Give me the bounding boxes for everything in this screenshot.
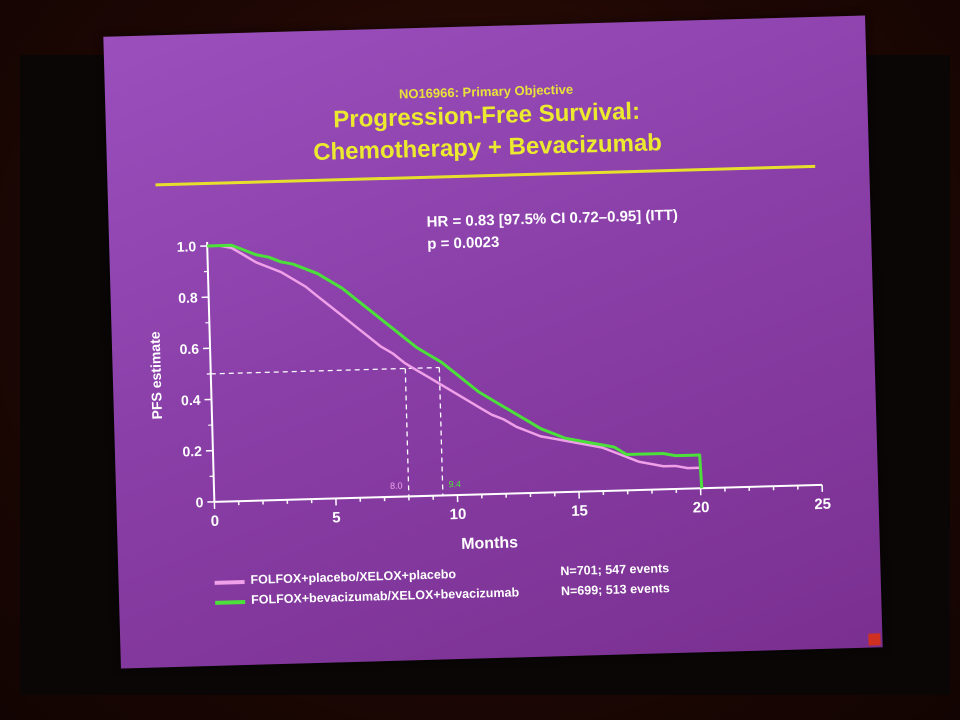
median-drop-line xyxy=(404,368,410,497)
survival-curve-bevacizumab xyxy=(207,243,704,489)
survival-curve-placebo xyxy=(207,244,701,470)
y-tick-label: 0.4 xyxy=(181,392,201,409)
x-tick-label: 0 xyxy=(210,513,219,530)
x-tick-label: 5 xyxy=(332,509,341,526)
x-tick-label: 25 xyxy=(814,496,831,513)
median-drop-line xyxy=(438,367,444,496)
x-tick-label: 20 xyxy=(693,499,710,516)
y-tick-label: 0.2 xyxy=(182,443,202,460)
y-axis-title: PFS estimate xyxy=(147,331,165,420)
median-label: 9.4 xyxy=(448,479,461,489)
legend-swatch-bevacizumab xyxy=(215,600,246,605)
x-axis-title: Months xyxy=(461,534,518,553)
median-label: 8.0 xyxy=(390,481,403,491)
legend-swatch-placebo xyxy=(214,580,245,585)
x-tick-label: 15 xyxy=(571,502,588,519)
p-value-text: p = 0.0023 xyxy=(427,233,500,253)
pfs-chart: 0 5 10 15 20 25 0 0.2 0.4 0.6 0.8 1.0 Months PFS esti… xyxy=(147,238,832,553)
y-tick-label: 1.0 xyxy=(177,238,197,255)
y-axis-line xyxy=(206,241,216,502)
y-tick-label: 0.8 xyxy=(178,289,198,306)
presentation-slide: NO16966: Primary Objective Progression-F… xyxy=(103,15,883,669)
y-tick-label: 0 xyxy=(195,494,203,510)
median-guide-line xyxy=(210,366,440,375)
y-tick-label: 0.6 xyxy=(179,341,199,358)
x-axis-line xyxy=(214,483,823,503)
corner-marker xyxy=(868,633,881,646)
x-tick-label: 10 xyxy=(449,506,466,523)
